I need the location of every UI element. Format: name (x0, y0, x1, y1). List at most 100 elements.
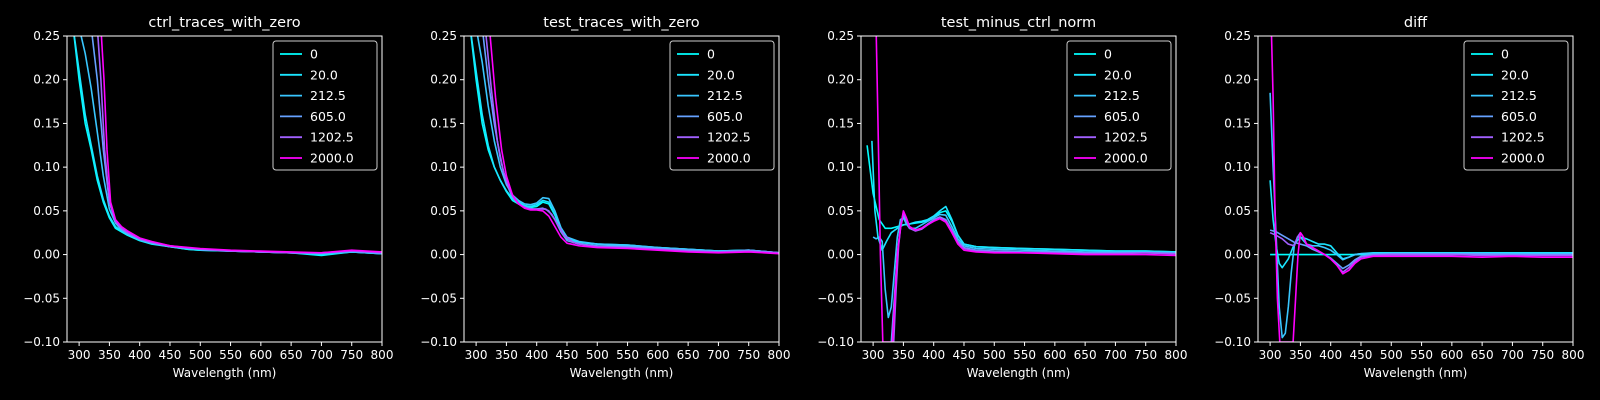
x-tick-label: 300 (1259, 348, 1282, 362)
x-tick-label: 300 (465, 348, 488, 362)
series-line-605.0 (1269, 229, 1573, 270)
x-tick-label: 500 (189, 348, 212, 362)
x-tick-label: 750 (737, 348, 760, 362)
x-tick-label: 450 (953, 348, 976, 362)
legend-label: 2000.0 (707, 151, 751, 166)
series-line-20.0 (1269, 180, 1573, 269)
x-tick-label: 700 (310, 348, 333, 362)
x-tick-label: 600 (646, 348, 669, 362)
x-tick-label: 650 (1471, 348, 1494, 362)
subplot-2: test_traces_with_zero Wavelength (nm) 30… (420, 15, 790, 380)
x-tick-label: 550 (1410, 348, 1433, 362)
legend: 0 20.0 212.5 605.0 1202.5 2000.0 (669, 40, 775, 171)
y-tick-label: 0.25 (1224, 29, 1251, 43)
y-tick-label: 0.05 (33, 204, 60, 218)
x-tick-label: 350 (892, 348, 915, 362)
y-tick-label: 0.20 (1224, 73, 1251, 87)
x-tick-label: 750 (1531, 348, 1554, 362)
y-tick-label: 0.10 (827, 160, 854, 174)
x-tick-label: 550 (616, 348, 639, 362)
x-axis-label: Wavelength (nm) (570, 366, 674, 380)
y-tick-label: 0.25 (33, 29, 60, 43)
x-tick-label: 300 (862, 348, 885, 362)
legend-label: 0 (310, 47, 318, 62)
x-axis-label: Wavelength (nm) (967, 366, 1071, 380)
legend-label: 605.0 (1104, 109, 1140, 124)
x-tick-label: 600 (1043, 348, 1066, 362)
legend-label: 2000.0 (1501, 151, 1545, 166)
subplot-1: ctrl_traces_with_zero Wavelength (nm) 30… (23, 15, 393, 380)
x-tick-label: 650 (1074, 348, 1097, 362)
y-tick-label: −0.05 (1214, 291, 1251, 305)
axes-frame (463, 35, 780, 343)
series-group (73, 36, 382, 257)
series-line-2000.0 (1270, 36, 1573, 342)
legend-label: 20.0 (1501, 67, 1529, 82)
x-axis-label: Wavelength (nm) (1364, 366, 1468, 380)
y-tick-label: 0.05 (430, 204, 457, 218)
x-tick-label: 800 (371, 348, 394, 362)
legend-label: 212.5 (1501, 88, 1537, 103)
y-tick-label: −0.05 (420, 291, 457, 305)
x-tick-label: 550 (1013, 348, 1036, 362)
legend-label: 0 (1501, 47, 1509, 62)
x-tick-label: 400 (922, 348, 945, 362)
legend-label: 212.5 (310, 88, 346, 103)
x-tick-label: 500 (983, 348, 1006, 362)
series-line-2000.0 (489, 36, 779, 255)
subplot-4: diff Wavelength (nm) 300 350 400 450 500 550 6… (1214, 15, 1584, 380)
y-tick-label: 0.15 (33, 116, 60, 130)
series-line-2000.0 (875, 36, 1176, 342)
axes-frame (860, 35, 1177, 343)
x-axis-label: Wavelength (nm) (173, 366, 277, 380)
chart-title: ctrl_traces_with_zero (148, 15, 300, 31)
x-tick-label: 800 (1165, 348, 1188, 362)
y-tick-label: 0.10 (1224, 160, 1251, 174)
y-tick-label: 0.00 (33, 248, 60, 262)
x-tick-label: 600 (1440, 348, 1463, 362)
series-group (470, 36, 779, 255)
series-group (866, 36, 1176, 342)
y-tick-label: 0.10 (33, 160, 60, 174)
x-tick-label: 300 (68, 348, 91, 362)
legend-label: 1202.5 (1501, 130, 1545, 145)
x-tick-label: 500 (586, 348, 609, 362)
x-tick-label: 350 (495, 348, 518, 362)
legend: 0 20.0 212.5 605.0 1202.5 2000.0 (272, 40, 378, 171)
y-tick-label: −0.10 (420, 335, 457, 349)
series-line-1202.5 (485, 36, 779, 254)
y-tick-label: 0.25 (827, 29, 854, 43)
legend-label: 1202.5 (310, 130, 354, 145)
x-tick-label: 600 (249, 348, 272, 362)
x-tick-label: 400 (1319, 348, 1342, 362)
legend-label: 0 (1104, 47, 1112, 62)
legend-label: 20.0 (310, 67, 338, 82)
y-tick-label: 0.20 (430, 73, 457, 87)
legend-label: 212.5 (1104, 88, 1140, 103)
y-tick-label: 0.25 (430, 29, 457, 43)
legend-label: 0 (707, 47, 715, 62)
series-line-212.5 (476, 36, 779, 254)
x-tick-label: 350 (1289, 348, 1312, 362)
x-tick-label: 800 (768, 348, 791, 362)
legend-label: 20.0 (707, 67, 735, 82)
y-tick-label: 0.00 (827, 248, 854, 262)
y-tick-label: 0.05 (1224, 204, 1251, 218)
y-tick-label: −0.10 (817, 335, 854, 349)
y-tick-label: 0.20 (33, 73, 60, 87)
y-tick-label: 0.15 (1224, 116, 1251, 130)
x-tick-label: 750 (1134, 348, 1157, 362)
axes-frame (66, 35, 383, 343)
chart-title: diff (1404, 15, 1428, 31)
legend: 0 20.0 212.5 605.0 1202.5 2000.0 (1066, 40, 1172, 171)
legend-label: 605.0 (310, 109, 346, 124)
x-tick-label: 350 (98, 348, 121, 362)
series-line-20.0 (871, 140, 1176, 253)
legend-label: 2000.0 (310, 151, 354, 166)
x-tick-label: 700 (707, 348, 730, 362)
legend-label: 1202.5 (707, 130, 751, 145)
series-group (1269, 36, 1573, 342)
legend: 0 20.0 212.5 605.0 1202.5 2000.0 (1463, 40, 1569, 171)
